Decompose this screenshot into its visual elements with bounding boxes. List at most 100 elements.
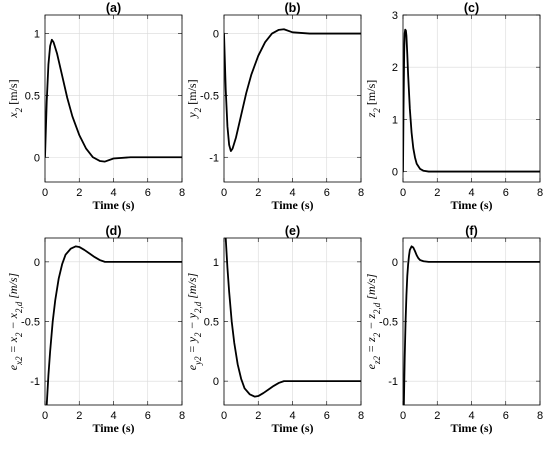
- subplot-title: (a): [106, 1, 121, 15]
- y-axis-label: y2 [m/s]: [185, 79, 203, 118]
- y-tick-label: -0.5: [379, 317, 398, 329]
- y-tick-label: 0: [213, 376, 219, 388]
- x-tick-label: 8: [358, 410, 364, 422]
- x-tick-label: 2: [76, 187, 82, 199]
- y-label-part: [m/s]: [185, 79, 199, 107]
- y-tick-label: -1: [30, 376, 40, 388]
- y-label-part: 2: [372, 108, 382, 113]
- y-label-part: y: [185, 112, 199, 119]
- x-tick-label: 0: [400, 410, 406, 422]
- x-tick-label: 6: [145, 187, 151, 199]
- y-label-subscript: y2: [193, 356, 203, 366]
- x-axis-label: Time (s): [271, 421, 313, 435]
- y-label-subscript: 2: [193, 332, 203, 337]
- x-tick-label: 6: [503, 410, 509, 422]
- x-tick-label: 2: [434, 187, 440, 199]
- x-tick-label: 6: [324, 187, 330, 199]
- y-tick-label: 0.5: [204, 317, 219, 329]
- y-label-subscript: 2,d: [372, 302, 382, 314]
- y-label-part: = y: [185, 336, 199, 356]
- x-tick-label: 6: [145, 410, 151, 422]
- subplot-title: (b): [285, 1, 301, 15]
- x-tick-label: 8: [537, 410, 543, 422]
- x-tick-label: 4: [110, 410, 116, 422]
- y-tick-label: 1: [34, 29, 40, 41]
- y-tick-label: -1: [209, 152, 219, 164]
- subplot-d: 0 2 4 6 8 -1 -0.5 0 (d) Time (s) ex2 = x2 − x2,d […: [6, 224, 185, 435]
- x-tick-label: 8: [358, 187, 364, 199]
- x-axis-label: Time (s): [92, 421, 134, 435]
- y-label-part: e: [364, 363, 378, 369]
- subplot-b: 0 2 4 6 8-1-0.50(b)Time (s)y2 [m/s]: [185, 1, 364, 212]
- grid: [44, 238, 183, 405]
- x-tick-label: 0: [221, 187, 227, 199]
- y-tick-label: 1: [213, 257, 219, 269]
- y-label-part: − y: [185, 312, 199, 332]
- y-label-subscript: z2: [372, 356, 382, 366]
- y-label-part: [m/s]: [364, 273, 378, 302]
- y-tick-label: 1: [392, 114, 398, 126]
- x-axis-label: Time (s): [450, 421, 492, 435]
- x-tick-label: 8: [537, 187, 543, 199]
- y-tick-label: 0: [34, 257, 40, 269]
- y-tick-label: 0: [392, 167, 398, 179]
- x-tick-label: 6: [503, 187, 509, 199]
- y-tick-label: 3: [392, 10, 398, 22]
- x-axis-label: Time (s): [271, 198, 313, 212]
- x-tick-label: 4: [468, 187, 474, 199]
- y-tick-label: 0: [392, 257, 398, 269]
- x-tick-label: 0: [400, 187, 406, 199]
- grid: [402, 238, 541, 405]
- y-label-part: e: [185, 364, 199, 370]
- y-axis-label: ex2 = x2 − x2,d [m/s]: [6, 272, 24, 370]
- series-line: [403, 28, 540, 173]
- subplot-title: (d): [106, 224, 122, 238]
- subplot-e: 0 2 4 6 800.51(e)Time (s)ey2 = y2 − y2,d [m/…: [185, 224, 364, 435]
- y-tick-label: 0.5: [25, 90, 40, 102]
- y-axis-label: ey2 = y2 − y2,d [m/s]: [185, 272, 203, 370]
- y-label-part: [m/s]: [6, 79, 20, 107]
- y-label-part: z: [364, 112, 378, 118]
- y-label-subscript: 2,d: [14, 301, 24, 313]
- y-label-part: = x: [6, 336, 20, 356]
- x-tick-label: 2: [76, 410, 82, 422]
- y-label-subscript: x2: [14, 356, 24, 366]
- subplot-title: (e): [285, 224, 300, 238]
- y-label-part: [m/s]: [364, 80, 378, 108]
- y-label-part: [m/s]: [185, 272, 199, 301]
- y-label-part: e: [6, 364, 20, 370]
- y-axis-label: z2 [m/s]: [364, 80, 382, 119]
- y-tick-label: 2: [392, 62, 398, 74]
- x-tick-label: 2: [255, 410, 261, 422]
- series-line: [224, 28, 361, 152]
- y-tick-label: 0: [34, 152, 40, 164]
- x-tick-label: 0: [42, 410, 48, 422]
- grid: [223, 238, 362, 405]
- x-tick-label: 2: [434, 410, 440, 422]
- y-axis-label: ez2 = z2 − z2,d [m/s]: [364, 273, 382, 369]
- y-label-subscript: 2: [372, 332, 382, 337]
- x-tick-label: 8: [179, 410, 185, 422]
- series-line: [403, 245, 540, 405]
- y-label-subscript: 2: [14, 332, 24, 337]
- y-label-part: 2: [14, 107, 24, 112]
- x-tick-label: 4: [110, 187, 116, 199]
- y-tick-label: -0.5: [21, 317, 40, 329]
- x-tick-label: 2: [255, 187, 261, 199]
- x-tick-label: 0: [221, 410, 227, 422]
- x-tick-label: 4: [468, 410, 474, 422]
- grid: [402, 14, 541, 182]
- y-axis-label: x2 [m/s]: [6, 79, 24, 118]
- subplot-title: (f): [465, 224, 478, 238]
- subplot-title: (c): [464, 1, 479, 15]
- y-label-part: − z: [364, 314, 378, 333]
- series-line: [45, 38, 182, 163]
- y-label-part: − x: [6, 312, 20, 332]
- y-tick-label: -1: [388, 376, 398, 388]
- y-label-part: 2: [193, 107, 203, 112]
- series-line: [224, 238, 361, 398]
- y-tick-label: -0.5: [200, 90, 219, 102]
- x-axis-label: Time (s): [92, 198, 134, 212]
